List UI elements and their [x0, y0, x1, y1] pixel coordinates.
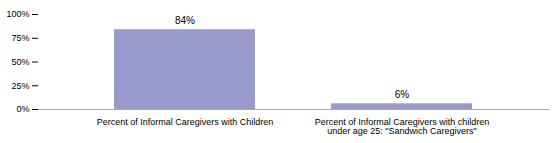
svg-text:100%: 100%	[6, 9, 29, 19]
svg-text:25%: 25%	[11, 81, 29, 91]
svg-text:Percent of Informal Caregivers: Percent of Informal Caregivers with Chil…	[97, 117, 274, 127]
svg-text:75%: 75%	[11, 33, 29, 43]
svg-text:84%: 84%	[175, 15, 195, 26]
svg-text:6%: 6%	[395, 89, 410, 100]
svg-text:50%: 50%	[11, 57, 29, 67]
svg-text:0%: 0%	[16, 104, 29, 114]
svg-text:Percent of Informal Caregivers: Percent of Informal Caregivers with chil…	[315, 117, 490, 136]
